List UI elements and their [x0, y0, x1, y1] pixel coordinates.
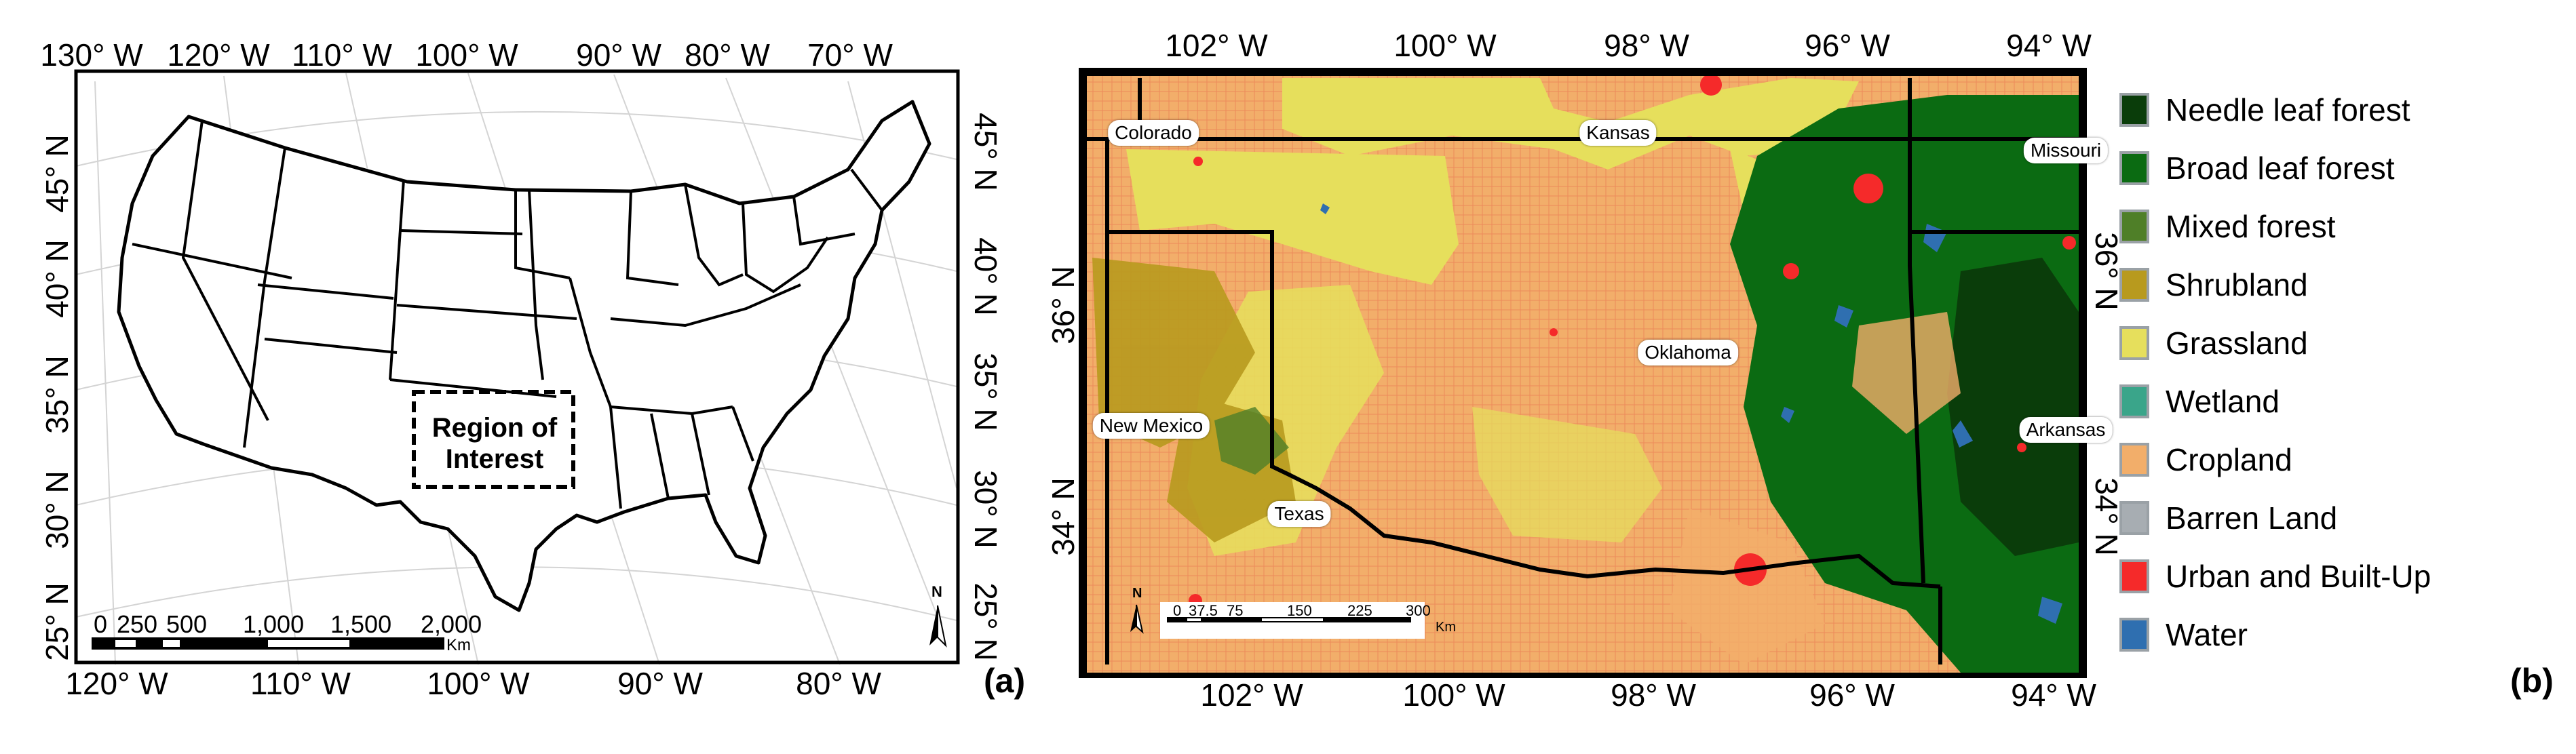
legend-label: Water — [2166, 617, 2248, 652]
needle-leaf-forest-areas — [1947, 258, 2079, 556]
legend-label: Grassland — [2166, 325, 2308, 361]
scale-unit: Km — [1436, 620, 1456, 635]
panel-b-bottom-tick: 102° W — [1200, 677, 1303, 713]
state-label-arkansas: Arkansas — [2019, 417, 2113, 443]
state-label-colorado: Colorado — [1108, 120, 1199, 146]
legend-swatch — [2119, 268, 2149, 302]
legend-label: Cropland — [2166, 442, 2292, 477]
scale-value: 225 — [1347, 602, 1372, 619]
scale-value: 150 — [1287, 602, 1312, 619]
panel-a-top-tick: 80° W — [685, 37, 770, 73]
legend-swatch — [2119, 384, 2149, 418]
panel-a-top-tick: 130° W — [40, 37, 143, 73]
scale-value: 37.5 — [1189, 602, 1218, 619]
scale-value: 250 — [117, 610, 158, 638]
panel-a-scale-bar — [92, 637, 444, 650]
panel-b-bottom-tick: 100° W — [1402, 677, 1505, 713]
legend-label: Mixed forest — [2166, 209, 2336, 244]
scale-value: 2,000 — [421, 610, 482, 638]
scale-value: 0 — [1173, 602, 1182, 619]
legend-swatch — [2119, 326, 2149, 360]
panel-a-label: (a) — [984, 662, 1026, 700]
panel-a-top-tick: 70° W — [807, 37, 893, 73]
scale-value: 500 — [166, 610, 208, 638]
legend-swatch — [2119, 559, 2149, 593]
panel-b-bottom-tick: 96° W — [1809, 677, 1895, 713]
panel-b-scale-bar — [1160, 602, 1425, 639]
scale-value: 1,000 — [243, 610, 305, 638]
legend-swatch — [2119, 151, 2149, 185]
state-label-missouri: Missouri — [2023, 138, 2109, 163]
panel-b-bottom-tick: 94° W — [2011, 677, 2096, 713]
us-map — [74, 69, 960, 665]
legend-label: Urban and Built-Up — [2166, 559, 2431, 594]
state-label-oklahoma: Oklahoma — [1638, 340, 1738, 365]
legend-swatch — [2119, 618, 2149, 652]
panel-b-frame — [1079, 68, 2087, 678]
panel-b-left-tick: 36° N — [1045, 266, 1081, 344]
panel-a-frame — [74, 69, 960, 664]
us-outline — [117, 100, 931, 612]
legend-label: Wetland — [2166, 384, 2280, 419]
cropland-patches — [1669, 312, 1961, 664]
state-label-texas: Texas — [1267, 501, 1331, 527]
legend-swatch — [2119, 93, 2149, 127]
panel-b-left-tick: 34° N — [1045, 477, 1081, 556]
panel-b-top-tick: 102° W — [1165, 28, 1268, 63]
panel-a-top-tick: 90° W — [576, 37, 661, 73]
panel-b-top-tick: 94° W — [2006, 28, 2092, 63]
water-bodies — [1320, 203, 2062, 624]
panel-a-top-tick: 120° W — [167, 37, 270, 73]
region-of-interest-label: Region of Interest — [430, 412, 559, 475]
legend-swatch — [2119, 443, 2149, 477]
state-label-new-mexico: New Mexico — [1092, 413, 1210, 439]
scale-value: 0 — [94, 610, 108, 638]
region-of-interest-box — [412, 390, 575, 489]
panel-a-bottom-tick: 100° W — [427, 666, 530, 701]
panel-b-north-arrow-icon — [1130, 604, 1144, 634]
legend-label: Broad leaf forest — [2166, 151, 2395, 186]
legend-label: Shrubland — [2166, 267, 2308, 302]
panel-b-top-tick: 96° W — [1805, 28, 1890, 63]
panel-a-bottom-tick: 90° W — [617, 666, 703, 701]
north-label: N — [931, 583, 942, 600]
land-cover-map — [1079, 68, 2087, 678]
panel-a-north-arrow-icon — [929, 605, 947, 648]
panel-b-label: (b) — [2510, 662, 2554, 700]
state-label-kansas: Kansas — [1579, 120, 1657, 146]
panel-a-bottom-tick: 110° W — [250, 666, 351, 701]
panel-a-top-tick: 110° W — [292, 37, 392, 73]
legend-label: Needle leaf forest — [2166, 92, 2410, 127]
panel-b-top-tick: 100° W — [1393, 28, 1497, 63]
legend-swatch — [2119, 501, 2149, 535]
scale-value: 1,500 — [330, 610, 392, 638]
legend-swatch — [2119, 210, 2149, 243]
legend-label: Barren Land — [2166, 500, 2338, 536]
panel-a-bottom-tick: 120° W — [65, 666, 168, 701]
scale-unit: Km — [446, 636, 471, 654]
panel-b-bottom-tick: 98° W — [1611, 677, 1696, 713]
scale-value: 300 — [1406, 602, 1431, 619]
scale-value: 75 — [1227, 602, 1244, 619]
state-borders — [132, 120, 883, 509]
panel-b-top-tick: 98° W — [1604, 28, 1689, 63]
panel-a-top-tick: 100° W — [415, 37, 518, 73]
panel-a-bottom-tick: 80° W — [796, 666, 881, 701]
north-label: N — [1132, 586, 1142, 601]
